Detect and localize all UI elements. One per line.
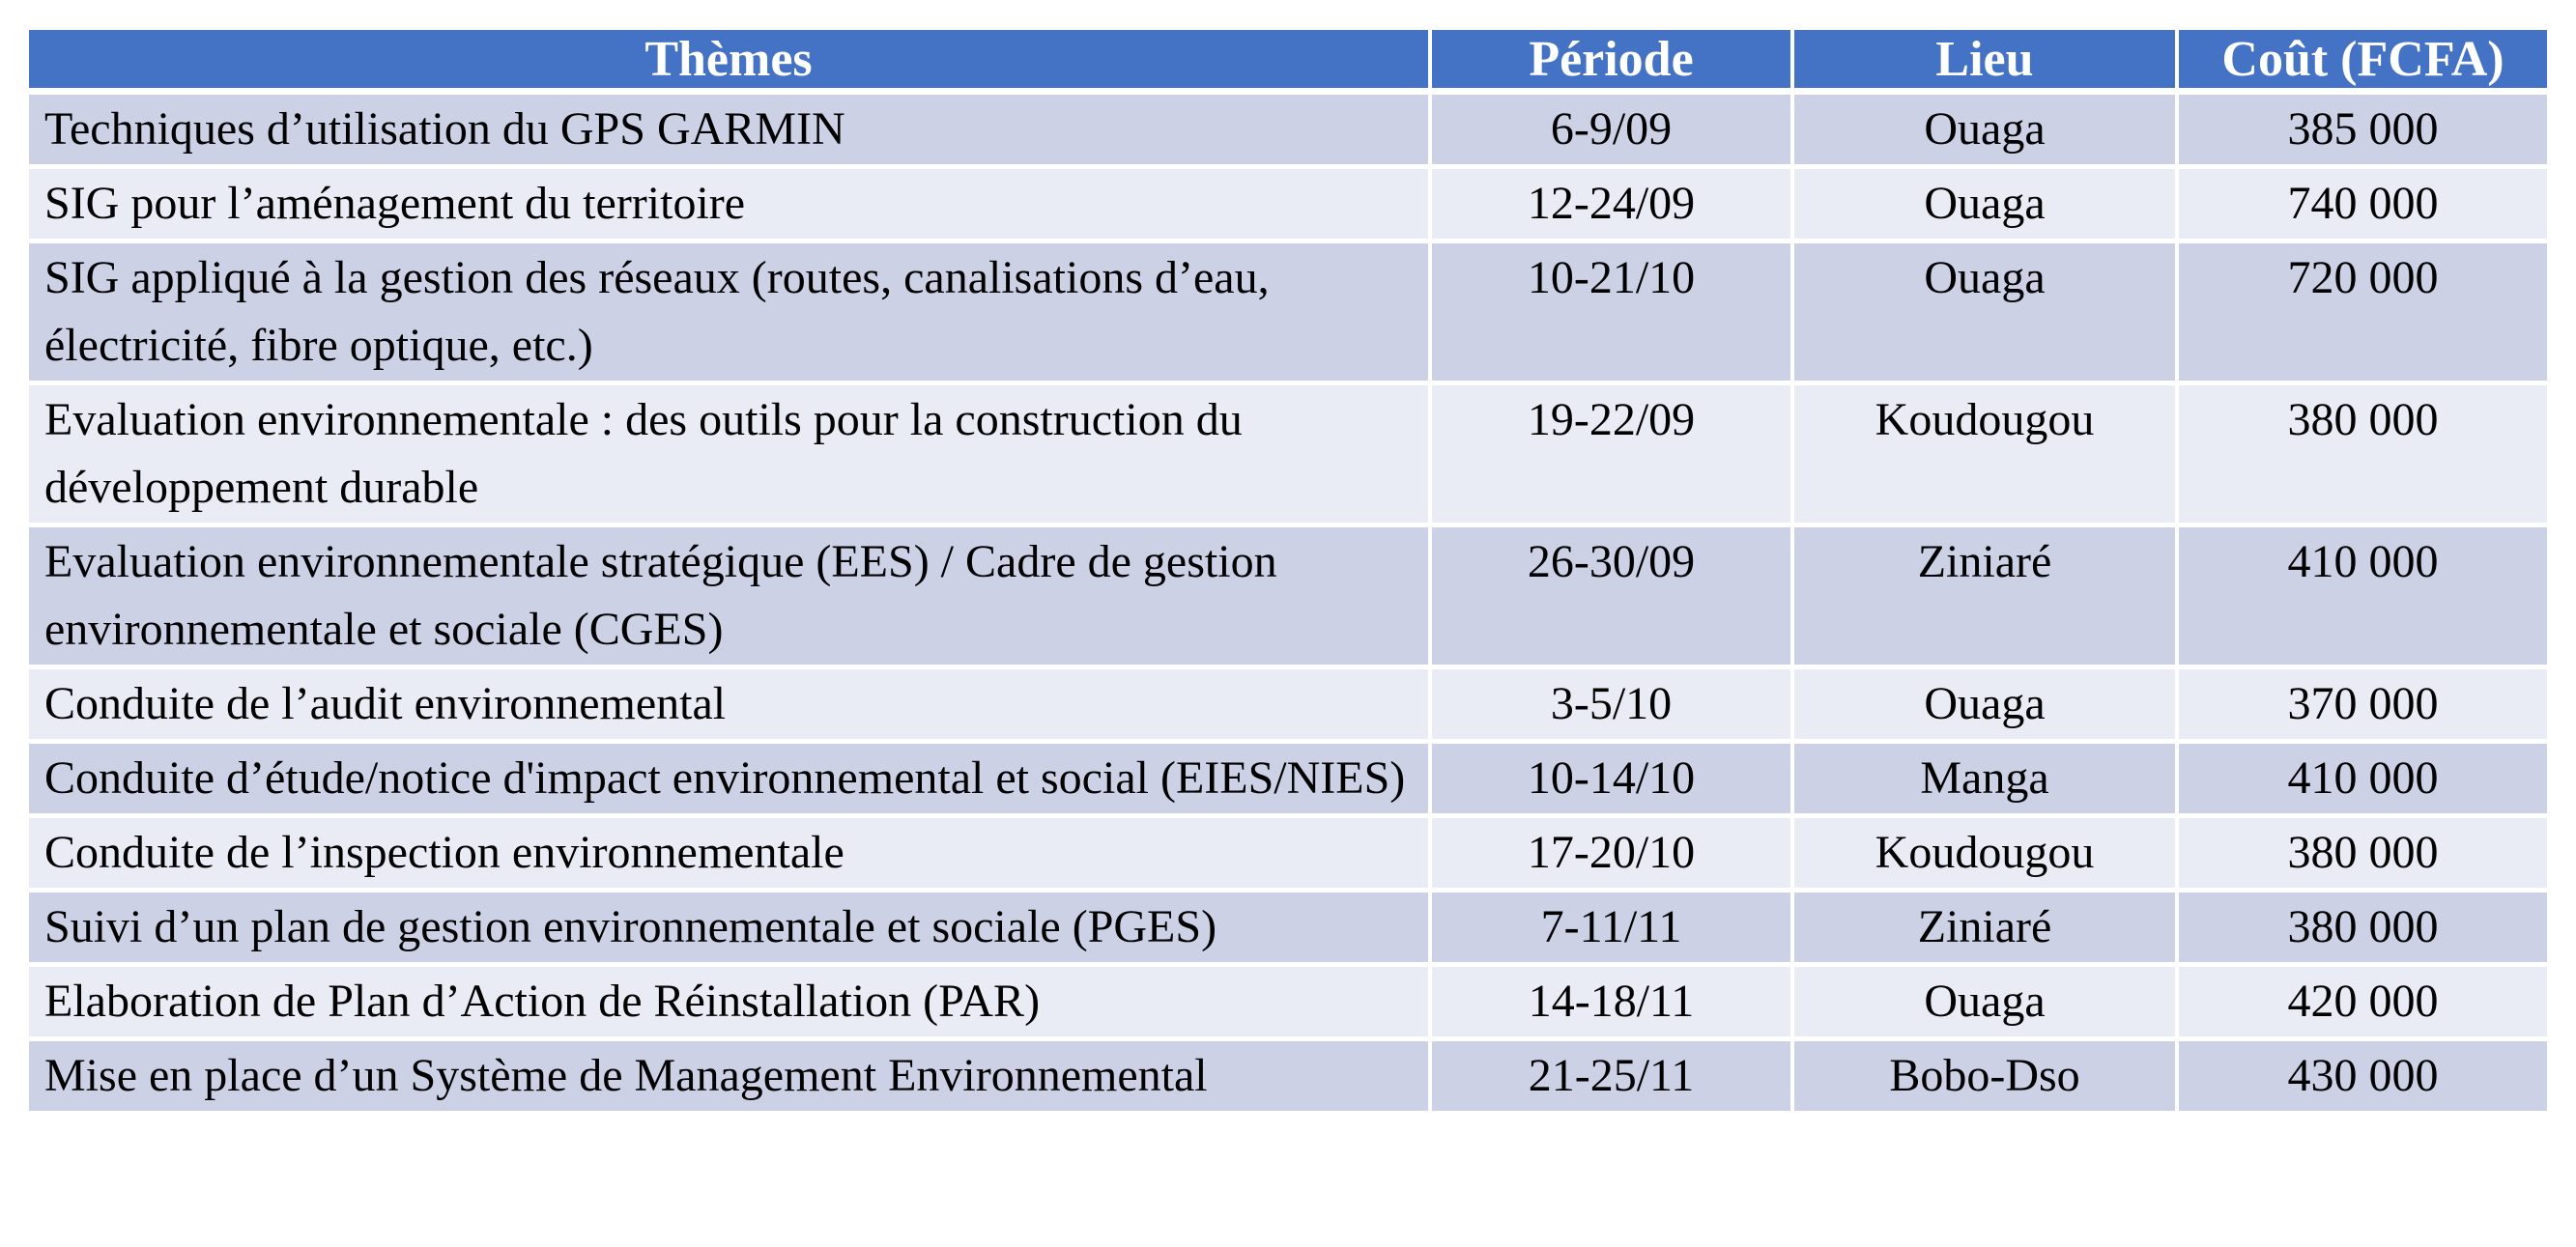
- cell-periode: 14-18/11: [1432, 967, 1794, 1041]
- cell-cout: 370 000: [2179, 669, 2547, 744]
- header-periode: Période: [1432, 30, 1794, 95]
- header-lieu: Lieu: [1794, 30, 2179, 95]
- cell-theme: Mise en place d’un Système de Management…: [29, 1041, 1432, 1111]
- table-row: Elaboration de Plan d’Action de Réinstal…: [29, 967, 2547, 1041]
- cell-cout: 380 000: [2179, 818, 2547, 893]
- cell-theme: SIG appliqué à la gestion des réseaux (r…: [29, 243, 1432, 385]
- cell-periode: 21-25/11: [1432, 1041, 1794, 1111]
- header-row: Thèmes Période Lieu Coût (FCFA): [29, 30, 2547, 95]
- table-row: Techniques d’utilisation du GPS GARMIN 6-…: [29, 95, 2547, 169]
- cell-cout: 410 000: [2179, 527, 2547, 669]
- table-row: Evaluation environnementale : des outils…: [29, 385, 2547, 527]
- training-schedule-table: Thèmes Période Lieu Coût (FCFA) Techniqu…: [29, 30, 2547, 1111]
- cell-lieu: Bobo-Dso: [1794, 1041, 2179, 1111]
- cell-lieu: Ziniaré: [1794, 527, 2179, 669]
- cell-lieu: Ouaga: [1794, 967, 2179, 1041]
- cell-cout: 740 000: [2179, 169, 2547, 243]
- table-header: Thèmes Période Lieu Coût (FCFA): [29, 30, 2547, 95]
- cell-periode: 7-11/11: [1432, 893, 1794, 967]
- cell-periode: 3-5/10: [1432, 669, 1794, 744]
- cell-lieu: Manga: [1794, 744, 2179, 818]
- table-row: Conduite d’étude/notice d'impact environ…: [29, 744, 2547, 818]
- cell-cout: 430 000: [2179, 1041, 2547, 1111]
- cell-cout: 380 000: [2179, 385, 2547, 527]
- cell-periode: 12-24/09: [1432, 169, 1794, 243]
- cell-theme: Conduite d’étude/notice d'impact environ…: [29, 744, 1432, 818]
- cell-cout: 380 000: [2179, 893, 2547, 967]
- cell-theme: Techniques d’utilisation du GPS GARMIN: [29, 95, 1432, 169]
- table-row: SIG appliqué à la gestion des réseaux (r…: [29, 243, 2547, 385]
- table-row: Evaluation environnementale stratégique …: [29, 527, 2547, 669]
- cell-lieu: Ouaga: [1794, 169, 2179, 243]
- cell-cout: 385 000: [2179, 95, 2547, 169]
- cell-lieu: Ouaga: [1794, 95, 2179, 169]
- cell-lieu: Ouaga: [1794, 669, 2179, 744]
- table-body: Techniques d’utilisation du GPS GARMIN 6-…: [29, 95, 2547, 1111]
- cell-theme: Evaluation environnementale : des outils…: [29, 385, 1432, 527]
- cell-cout: 720 000: [2179, 243, 2547, 385]
- cell-periode: 10-14/10: [1432, 744, 1794, 818]
- cell-lieu: Koudougou: [1794, 818, 2179, 893]
- cell-periode: 19-22/09: [1432, 385, 1794, 527]
- table-row: Suivi d’un plan de gestion environnement…: [29, 893, 2547, 967]
- header-cout: Coût (FCFA): [2179, 30, 2547, 95]
- cell-cout: 420 000: [2179, 967, 2547, 1041]
- table-row: SIG pour l’aménagement du territoire 12-2…: [29, 169, 2547, 243]
- cell-periode: 10-21/10: [1432, 243, 1794, 385]
- cell-cout: 410 000: [2179, 744, 2547, 818]
- cell-theme: SIG pour l’aménagement du territoire: [29, 169, 1432, 243]
- cell-lieu: Ouaga: [1794, 243, 2179, 385]
- cell-periode: 6-9/09: [1432, 95, 1794, 169]
- cell-lieu: Koudougou: [1794, 385, 2179, 527]
- cell-periode: 26-30/09: [1432, 527, 1794, 669]
- header-themes: Thèmes: [29, 30, 1432, 95]
- cell-theme: Conduite de l’inspection environnemental…: [29, 818, 1432, 893]
- cell-periode: 17-20/10: [1432, 818, 1794, 893]
- cell-theme: Elaboration de Plan d’Action de Réinstal…: [29, 967, 1432, 1041]
- cell-theme: Suivi d’un plan de gestion environnement…: [29, 893, 1432, 967]
- cell-theme: Evaluation environnementale stratégique …: [29, 527, 1432, 669]
- cell-lieu: Ziniaré: [1794, 893, 2179, 967]
- table-row: Mise en place d’un Système de Management…: [29, 1041, 2547, 1111]
- table-row: Conduite de l’audit environnemental 3-5/1…: [29, 669, 2547, 744]
- cell-theme: Conduite de l’audit environnemental: [29, 669, 1432, 744]
- table-row: Conduite de l’inspection environnemental…: [29, 818, 2547, 893]
